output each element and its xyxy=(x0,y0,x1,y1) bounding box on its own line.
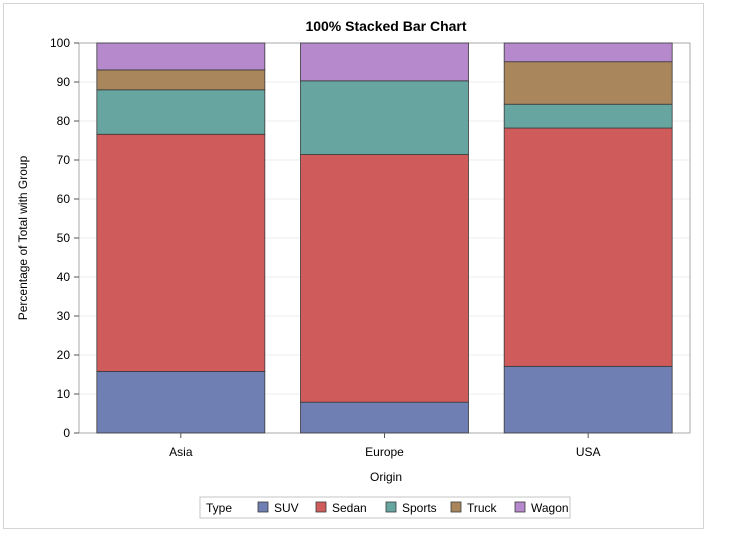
bar-segment-sports xyxy=(503,103,673,129)
legend-swatch-truck xyxy=(450,501,462,513)
x-tick-label: Asia xyxy=(169,445,193,459)
bar-segment-truck xyxy=(96,69,266,91)
legend: Type SUV Sedan Sports Truck Wagon xyxy=(199,496,571,519)
legend-label-wagon: Wagon xyxy=(531,501,569,515)
x-axis-label: Origin xyxy=(370,470,402,484)
bar-segment-sedan xyxy=(300,154,469,403)
x-tick-label: Europe xyxy=(365,445,404,459)
x-tick-label: USA xyxy=(576,445,601,459)
y-axis-label: Percentage of Total with Group xyxy=(16,155,30,320)
y-tick-label: 70 xyxy=(57,153,71,167)
bar-segment-wagon xyxy=(96,42,266,71)
bar-segment-wagon xyxy=(503,42,673,63)
legend-title: Type xyxy=(206,501,232,515)
y-tick-label: 20 xyxy=(57,348,71,362)
y-tick-label: 50 xyxy=(57,231,71,245)
y-tick-label: 100 xyxy=(50,36,70,50)
y-tick-label: 80 xyxy=(57,114,71,128)
legend-label-truck: Truck xyxy=(467,501,498,515)
y-tick-label: 0 xyxy=(63,426,70,440)
bar-segment-sports xyxy=(300,80,469,155)
bar-segment-sports xyxy=(96,89,266,135)
axes: 0 10 20 30 40 50 60 70 80 90 100 Asia Europe USA xyxy=(50,36,601,459)
bar-segment-truck xyxy=(503,61,673,105)
chart-title: 100% Stacked Bar Chart xyxy=(305,18,466,34)
y-tick-label: 30 xyxy=(57,309,71,323)
bar-segment-suv xyxy=(96,370,266,434)
y-tick-label: 40 xyxy=(57,270,71,284)
legend-box xyxy=(199,496,571,519)
bar-segment-wagon xyxy=(300,42,469,82)
y-tick-label: 90 xyxy=(57,75,71,89)
legend-swatch-sports xyxy=(385,501,397,513)
y-tick-label: 60 xyxy=(57,192,71,206)
bar-segment-suv xyxy=(503,365,673,434)
legend-swatch-suv xyxy=(257,501,269,513)
legend-label-sedan: Sedan xyxy=(332,501,367,515)
bar-segment-sedan xyxy=(503,127,673,367)
y-tick-label: 10 xyxy=(57,387,71,401)
bar-segment-suv xyxy=(300,401,469,434)
bar-segment-sedan xyxy=(96,133,266,372)
legend-label-sports: Sports xyxy=(402,501,437,515)
legend-label-suv: SUV xyxy=(274,501,299,515)
legend-swatch-wagon xyxy=(514,501,526,513)
legend-swatch-sedan xyxy=(315,501,327,513)
bars xyxy=(96,42,673,434)
